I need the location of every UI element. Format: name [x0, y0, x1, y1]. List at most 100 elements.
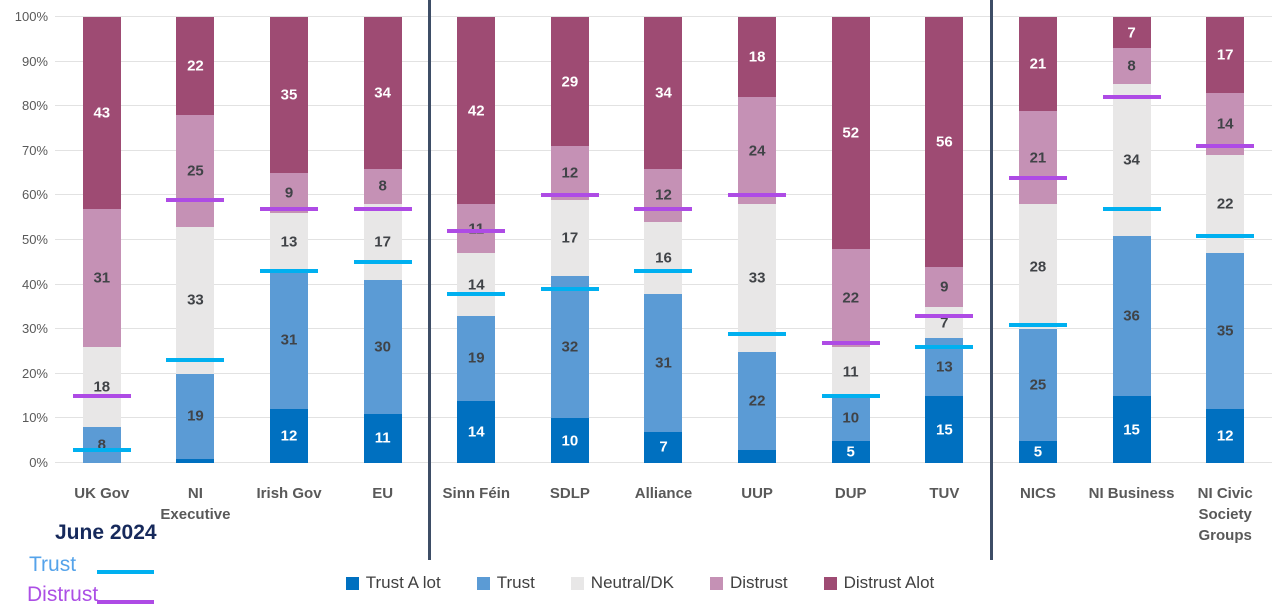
group-separator-line — [427, 0, 431, 560]
bar-value-label: 12 — [561, 164, 579, 182]
bar-value-label: 8 — [378, 177, 387, 195]
legend-item: Distrust Alot — [823, 573, 935, 593]
bar-segment: 7 — [644, 431, 683, 463]
bar-segment: 21 — [1018, 17, 1057, 111]
bar-value-label: 11 — [374, 429, 391, 447]
legend-color-swatch — [570, 576, 584, 590]
bar-value-label: 5 — [846, 443, 855, 461]
bar-segment: 34 — [363, 17, 402, 169]
y-axis-tick-label: 30% — [21, 321, 48, 337]
bar-segment: 15 — [925, 396, 964, 463]
bar-segment: 42 — [457, 17, 496, 205]
bar-segment: 22 — [1206, 155, 1245, 254]
distrust-marker-line — [166, 197, 225, 202]
bar-segment: 31 — [270, 271, 309, 410]
bar-segment: 12 — [270, 409, 309, 463]
bar-value-label: 7 — [659, 438, 668, 456]
x-axis: UK Gov NI Executive Irish Gov EU Sinn Féin SD… — [55, 483, 1272, 558]
bar-value-label: 12 — [1216, 427, 1234, 445]
bar-value-label: 11 — [468, 220, 484, 237]
bar-value-label: 15 — [1123, 421, 1140, 439]
bar-value-label: 42 — [467, 102, 485, 120]
stacked-bar: 15 36 34 8 7 — [1112, 17, 1151, 463]
bar-value-label: 25 — [187, 162, 204, 180]
bar-segment: 18 — [738, 17, 777, 98]
distrust-marker-line — [634, 206, 693, 211]
bar-segment: 16 — [644, 222, 683, 294]
trust-marker-line — [166, 358, 225, 363]
stacked-bar: 14 19 14 11 42 — [457, 17, 496, 463]
legend-item: Trust — [476, 573, 535, 593]
stacked-bar: 19 33 25 22 — [176, 17, 215, 463]
distrust-marker-line — [728, 193, 787, 198]
stacked-bar: 5 25 28 21 21 — [1018, 17, 1057, 463]
bar-value-label: 8 — [97, 436, 106, 454]
bar-value-label: 31 — [655, 354, 672, 372]
bar-value-label: 12 — [655, 186, 672, 204]
bar-value-label: 7 — [1127, 24, 1136, 42]
trust-marker-line — [353, 260, 412, 265]
x-axis-category-label: EU — [372, 485, 394, 502]
distrust-marker-line — [447, 229, 506, 234]
bar-segment: 33 — [738, 204, 777, 352]
bar-segment: 13 — [270, 213, 309, 272]
bar-value-label: 12 — [280, 427, 298, 445]
bar-segment: 10 — [550, 418, 589, 463]
bar-segment: 12 — [550, 146, 589, 200]
stacked-bar: 12 35 22 14 17 — [1206, 17, 1245, 463]
bar-slot: 5 10 11 22 52 — [804, 17, 898, 463]
bar-value-label: 19 — [187, 407, 204, 425]
legend-series-label: Trust — [496, 573, 535, 592]
bar-segment: 35 — [270, 17, 309, 174]
bar-value-label: 52 — [842, 124, 860, 142]
bar-value-label: 33 — [187, 291, 204, 309]
distrust-marker-line — [540, 193, 599, 198]
marker-legend-distrust-label: Distrust — [27, 583, 99, 606]
bar-slot: 19 33 25 22 — [149, 17, 243, 463]
marker-legend-title: June 2024 — [55, 521, 157, 544]
x-axis-category-label: DUP — [834, 485, 867, 502]
bar-value-label: 31 — [280, 331, 298, 349]
bar-value-label: 30 — [374, 338, 391, 356]
legend-series-label: Distrust — [729, 573, 788, 592]
distrust-marker-line — [72, 394, 131, 399]
x-axis-category-label: NI Civic Society Groups — [1197, 485, 1253, 544]
bar-segment: 52 — [831, 17, 870, 249]
series-legend: Trust A lot Trust Neutral/DK Distrust Distru… — [55, 573, 1225, 593]
y-axis-tick-label: 50% — [21, 232, 48, 247]
stacked-bar: 10 32 17 12 29 — [550, 17, 589, 463]
trust-marker-line — [1196, 233, 1255, 238]
x-axis-category-label: Irish Gov — [256, 485, 322, 502]
stacked-bar: 7 31 16 12 34 — [644, 17, 683, 463]
legend-series-label: Trust A lot — [365, 573, 441, 592]
bar-value-label: 24 — [748, 142, 766, 160]
stacked-bar: 8 18 31 43 — [82, 17, 121, 463]
trust-marker-line — [72, 447, 131, 452]
bar-value-label: 21 — [1029, 55, 1047, 73]
bar-segment: 12 — [1206, 409, 1245, 463]
y-axis-tick-label: 20% — [21, 365, 48, 381]
bar-value-label: 22 — [187, 57, 204, 75]
bar-segment: 29 — [550, 17, 589, 147]
bar-slot: 22 33 24 18 — [710, 17, 804, 463]
bar-value-label: 13 — [280, 233, 298, 251]
legend-series-label: Distrust Alot — [843, 573, 935, 592]
bar-segment: 56 — [925, 17, 964, 267]
bar-slot: 15 13 7 9 56 — [898, 17, 992, 463]
bar-segment: 31 — [82, 208, 121, 348]
marker-legend-trust-label: Trust — [29, 553, 77, 576]
y-axis-tick-label: 40% — [21, 276, 48, 292]
bar-value-label: 35 — [280, 86, 298, 104]
legend-item: Trust A lot — [345, 573, 441, 593]
bar-slot: 12 35 22 14 17 — [1178, 17, 1272, 463]
bar-value-label: 29 — [561, 73, 579, 91]
bar-segment: 14 — [457, 400, 496, 463]
bar-segment: 34 — [1112, 83, 1151, 236]
distrust-marker-line — [1102, 95, 1161, 100]
bar-segment: 43 — [82, 17, 121, 209]
bar-value-label: 25 — [1029, 376, 1047, 394]
trust-marker-line — [1102, 206, 1161, 211]
bar-segment: 24 — [738, 97, 777, 205]
bar-segment: 5 — [831, 440, 870, 463]
